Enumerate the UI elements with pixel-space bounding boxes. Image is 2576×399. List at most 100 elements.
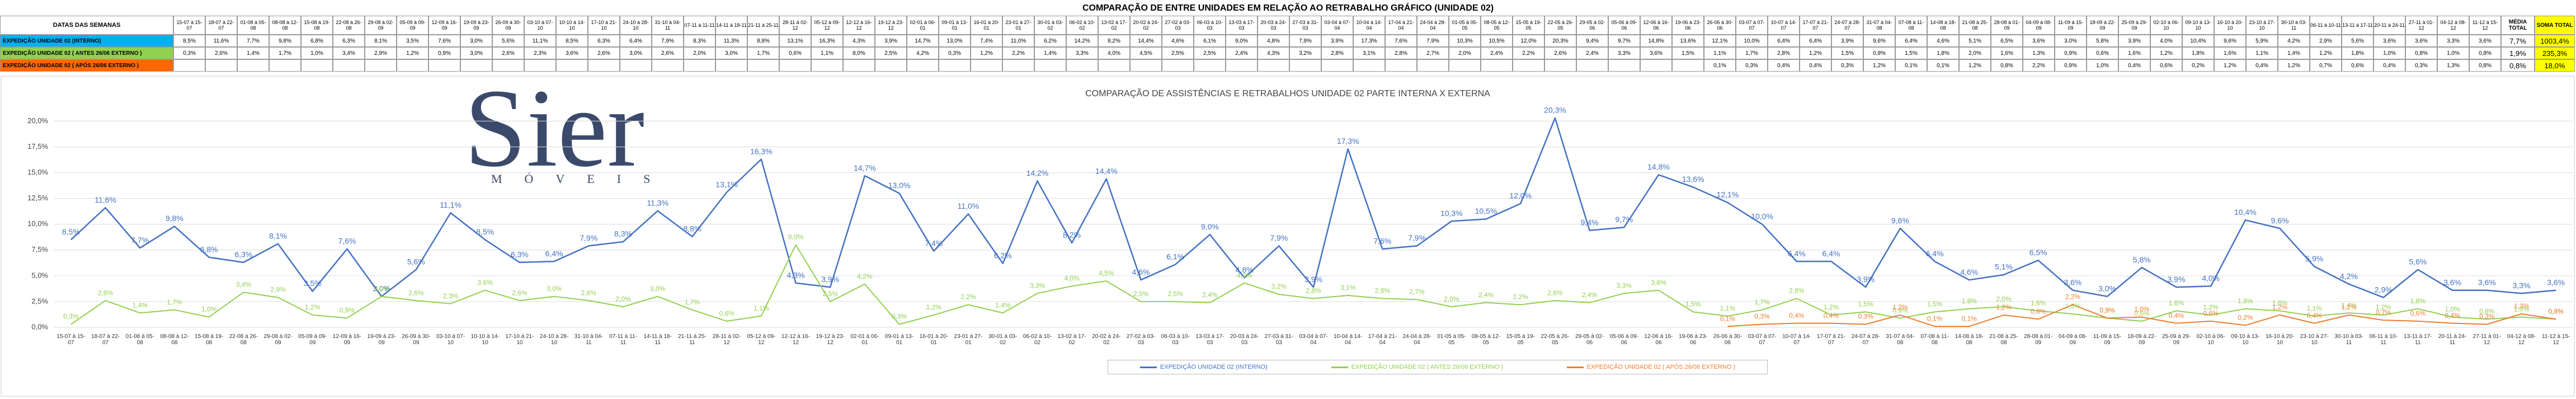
value-cell: 0,6% (2150, 59, 2182, 72)
date-header: 25-09 à 29-09 (2118, 16, 2150, 35)
data-label: 9,7% (1615, 215, 1633, 224)
data-label: 1,3% (2065, 302, 2081, 310)
y-tick-label: 5,0% (31, 271, 48, 279)
value-cell (1481, 59, 1513, 72)
value-cell (1034, 59, 1066, 72)
x-tick-label: 26-06 à 30-06 (1713, 334, 1742, 346)
value-cell: 10,5% (1481, 35, 1513, 47)
date-header: 31-07 à 04-08 (1863, 16, 1895, 35)
x-tick-label: 10-07 à 14-07 (1782, 334, 1811, 346)
value-cell: 0,1% (1927, 59, 1959, 72)
data-label: 7,7% (131, 236, 149, 245)
date-header: 29-05 à 02-06 (1576, 16, 1608, 35)
value-cell (1194, 59, 1226, 72)
date-header: 27-02 à 03-03 (1162, 16, 1194, 35)
value-cell: 2,4% (1226, 47, 1258, 59)
value-cell: 10,0% (1736, 35, 1768, 47)
data-label: 0,9% (1892, 307, 1908, 314)
data-label: 4,3% (1237, 271, 1252, 279)
value-cell: 7,4% (971, 35, 1002, 47)
data-label: 14,8% (1647, 162, 1670, 171)
series-line (70, 117, 2556, 298)
date-header: 12-06 à 16-06 (1640, 16, 1672, 35)
date-header: 30-01 à 03-02 (1034, 16, 1066, 35)
x-tick-label: 23-01 à 27-01 (954, 334, 983, 346)
date-header: 16-10 à 20-10 (2214, 16, 2246, 35)
data-label: 3,3% (1617, 281, 1632, 289)
row-label: EXPEDIÇÃO UNIDADE 02 (INTERNO) (0, 35, 173, 47)
data-label: 3,3% (1030, 281, 1046, 289)
value-cell: 8,0% (843, 47, 875, 59)
value-cell: 3,0% (460, 35, 492, 47)
x-tick-label: 03-10 à 07-10 (436, 334, 465, 346)
date-header: 09-01 à 13-01 (939, 16, 971, 35)
value-cell: 3,0% (715, 47, 747, 59)
value-cell: 5,1% (1959, 35, 1991, 47)
x-tick-label: 30-01 à 03-02 (988, 334, 1018, 346)
value-cell: 3,6% (1640, 47, 1672, 59)
x-tick-label: 31-10 à 04-11 (574, 334, 603, 346)
value-cell: 0,2% (2182, 59, 2214, 72)
value-cell: 3,3% (1608, 47, 1640, 59)
value-cell (939, 59, 971, 72)
data-label: 2,2% (2065, 293, 2081, 301)
data-label: 1,4% (2341, 301, 2357, 309)
x-tick-label: 12-09 à 16-09 (332, 334, 361, 346)
data-label: 1,4% (133, 301, 148, 309)
value-cell (269, 59, 301, 72)
data-label: 2,0% (615, 295, 631, 303)
x-tick-label: 07-08 à 11-08 (1920, 334, 1949, 346)
x-tick-label: 28-08 à 01-09 (2024, 334, 2053, 346)
value-cell: 2,6% (588, 47, 620, 59)
date-header: 08-05 à 12-05 (1481, 16, 1513, 35)
value-cell: 12,0% (1513, 35, 1544, 47)
data-label: 6,8% (200, 245, 218, 254)
value-cell: 1,4% (237, 47, 269, 59)
date-header: 01-05 à 05-05 (1449, 16, 1481, 35)
value-cell (843, 59, 875, 72)
data-label: 1,2% (2272, 303, 2288, 311)
value-cell: 1,5% (1831, 47, 1863, 59)
data-label: 1,0% (2445, 306, 2460, 313)
value-cell: 2,3% (524, 47, 556, 59)
value-cell: 16,3% (811, 35, 843, 47)
x-tick-label: 01-08 à 05-08 (125, 334, 154, 346)
value-cell: 2,4% (1481, 47, 1513, 59)
date-header: 26-06 à 30-06 (1704, 16, 1736, 35)
value-cell: 1,2% (1959, 59, 1991, 72)
value-cell: 0,7% (2310, 59, 2342, 72)
value-cell: 5,6% (492, 35, 524, 47)
value-cell: 1,5% (1895, 47, 1927, 59)
x-tick-label: 31-07 à 04-08 (1886, 334, 1915, 346)
data-label: 2,3% (443, 292, 459, 300)
data-label: 9,0% (1201, 222, 1219, 231)
value-cell: 1,2% (1800, 47, 1831, 59)
value-cell: 2,5% (1194, 47, 1226, 59)
data-label: 3,6% (478, 279, 493, 287)
value-cell: 10,3% (1449, 35, 1481, 47)
date-header: 17-07 à 21-07 (1800, 16, 1831, 35)
data-label: 1,2% (926, 303, 942, 311)
date-header: 18-09 à 22-09 (2087, 16, 2118, 35)
value-cell (1640, 59, 1672, 72)
value-cell: 7,6% (428, 35, 460, 47)
value-cell (301, 59, 333, 72)
data-label: 0,8% (2031, 307, 2046, 315)
data-label: 1,4% (995, 301, 1011, 309)
value-cell: 1,6% (1991, 47, 2023, 59)
date-header: 13-03 à 17-03 (1226, 16, 1258, 35)
data-label: 8,3% (614, 229, 632, 238)
value-cell: 1,7% (269, 47, 301, 59)
value-cell: 1,2% (2150, 47, 2182, 59)
data-label: 7,9% (1408, 233, 1426, 242)
data-label: 17,3% (1337, 137, 1359, 145)
x-tick-label: 08-05 à 12-05 (1471, 334, 1501, 346)
data-label: 14,4% (1095, 166, 1118, 175)
value-cell: 6,1% (1194, 35, 1226, 47)
date-header: 22-08 à 26-08 (333, 16, 365, 35)
data-label: 0,3% (2479, 313, 2495, 321)
x-tick-label: 15-08 à 19-08 (195, 334, 224, 346)
value-cell: 4,3% (843, 35, 875, 47)
data-label: 1,6% (2272, 299, 2288, 307)
value-cell: 2,8% (1321, 47, 1353, 59)
